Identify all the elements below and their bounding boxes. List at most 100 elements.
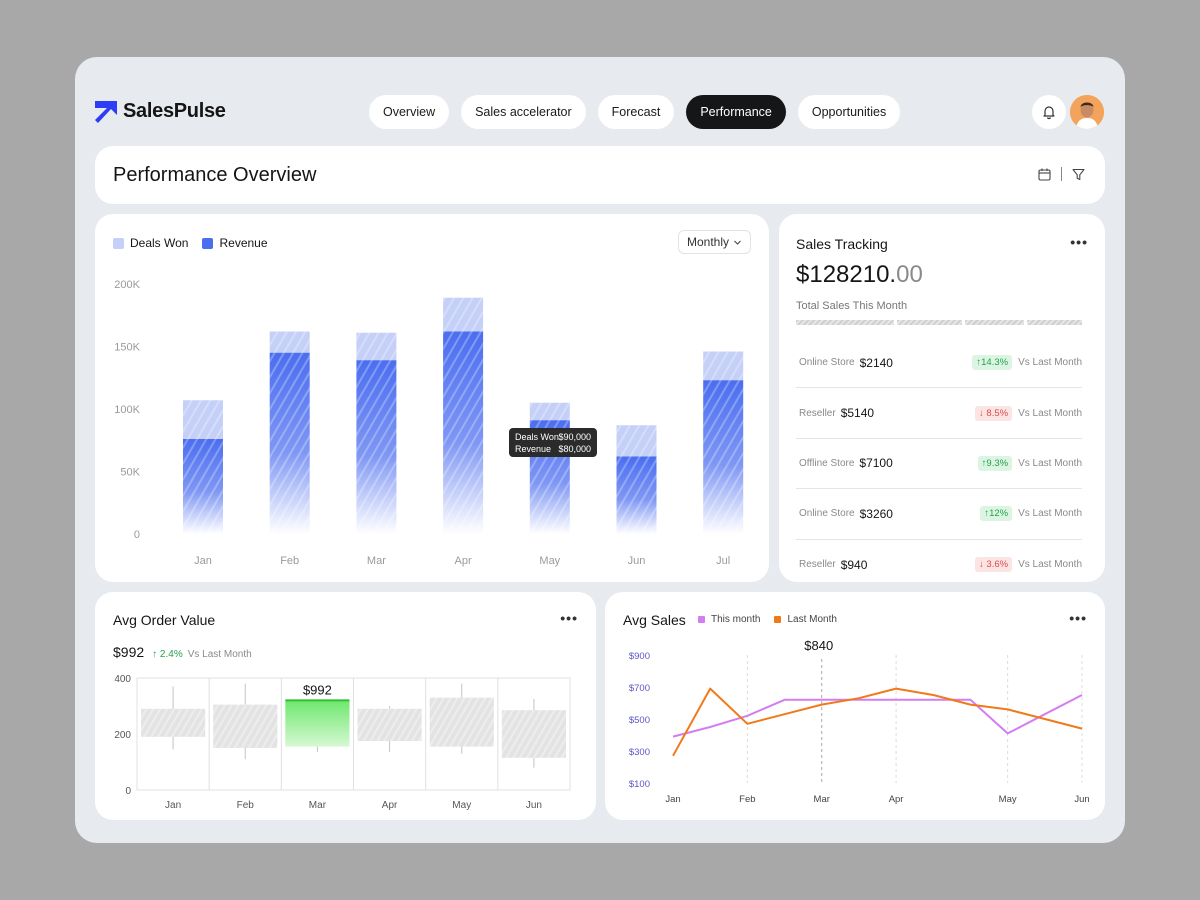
- bar-hatch: [616, 425, 657, 457]
- legend-this-month: This month: [698, 614, 760, 625]
- compare-label: Vs Last Month: [1018, 508, 1082, 520]
- x-tick-label: Jan: [665, 794, 680, 805]
- x-tick-label: Jun: [628, 555, 646, 567]
- y-tick-label: 200: [114, 730, 131, 741]
- compare-label: Vs Last Month: [1018, 357, 1082, 369]
- candle: [357, 708, 422, 741]
- chevron-down-icon: [734, 240, 741, 245]
- y-tick-label: $500: [629, 715, 650, 726]
- change-badge: ↑14.3%: [972, 355, 1013, 371]
- nav-opportunities[interactable]: Opportunities: [797, 95, 901, 129]
- more-options-icon[interactable]: •••: [1070, 234, 1088, 250]
- channel-name: Online Store: [799, 357, 855, 369]
- y-tick-label: 200K: [114, 279, 140, 291]
- list-item[interactable]: Offline Store $7100 ↑9.3% Vs Last Month: [796, 439, 1082, 490]
- avg-sales-card: Avg Sales This month Last Month ••• $100…: [605, 592, 1105, 820]
- chart-legend: Deals Won Revenue: [113, 236, 268, 250]
- legend-swatch-deals: [113, 237, 124, 249]
- list-item[interactable]: Online Store $2140 ↑14.3% Vs Last Month: [796, 338, 1082, 389]
- y-tick-label: 400: [114, 674, 131, 685]
- y-tick-label: $700: [629, 683, 650, 694]
- brand-logo[interactable]: SalesPulse: [95, 100, 226, 123]
- avg-order-summary: $992 ↑ 2.4% Vs Last Month: [113, 644, 252, 660]
- page-tools: [1038, 167, 1085, 181]
- sales-segment-bar: [796, 320, 1083, 325]
- tooltip-revenue-label: Revenue: [515, 444, 551, 454]
- avg-order-chart: 0 200 400 Jan Feb $992 Mar Apr May Jun: [114, 674, 571, 811]
- candle: [429, 697, 494, 747]
- segment: [897, 320, 963, 325]
- list-item[interactable]: Reseller $940 ↓ 3.6% Vs Last Month: [796, 540, 1082, 590]
- list-item[interactable]: Online Store $3260 ↑12% Vs Last Month: [796, 489, 1082, 540]
- avg-sales-chart: $100 $300 $500 $700 $900 $840 Jan Feb Mar Apr May J…: [629, 638, 1090, 805]
- brand-name: SalesPulse: [123, 100, 226, 122]
- segment: [796, 320, 895, 325]
- revenue-bar-chart: 0 50K 100K 150K 200K Jan Feb Mar Apr May Jun Jul Dea…: [114, 279, 744, 567]
- avg-order-value-card: Avg Order Value ••• $992 ↑ 2.4% Vs Last …: [95, 592, 596, 820]
- period-dropdown[interactable]: Monthly: [677, 230, 751, 254]
- x-tick-label: Jan: [165, 800, 181, 811]
- notification-button[interactable]: [1032, 95, 1066, 129]
- revenue-chart-card: Deals Won Revenue Monthly 0 50K 100K 150K 20…: [95, 214, 769, 582]
- change-badge: ↓ 8.5%: [975, 405, 1013, 421]
- x-tick-label: Jun: [526, 800, 542, 811]
- channel-name: Offline Store: [799, 457, 855, 469]
- channel-amount: $7100: [859, 456, 893, 471]
- segment: [965, 320, 1024, 325]
- legend-last-month: Last Month: [774, 614, 837, 625]
- x-tick-label: Apr: [455, 555, 472, 567]
- change-badge: ↑12%: [980, 506, 1013, 522]
- tooltip-bg: [509, 428, 597, 457]
- legend-label-revenue: Revenue: [219, 236, 268, 250]
- channel-amount: $3260: [859, 506, 893, 521]
- top-nav: Overview Sales accelerator Forecast Perf…: [369, 95, 901, 129]
- y-tick-label: 0: [134, 529, 140, 541]
- x-tick-label: May: [452, 800, 471, 811]
- compare-label: Vs Last Month: [1018, 559, 1082, 571]
- legend-label-this: This month: [711, 614, 761, 625]
- marker-label: $840: [804, 638, 833, 653]
- y-tick-label: 150K: [114, 342, 140, 354]
- x-tick-label: Jul: [716, 555, 730, 567]
- bar-hatch: [529, 402, 570, 421]
- legend-deals-won: Deals Won: [113, 236, 188, 250]
- channel-name: Reseller: [799, 407, 836, 419]
- y-tick-label: $900: [629, 651, 650, 662]
- series-line-last-month: [672, 687, 1083, 757]
- nav-overview[interactable]: Overview: [369, 95, 450, 129]
- y-tick-label: $100: [629, 779, 650, 790]
- x-tick-label: Jun: [1074, 794, 1089, 805]
- avg-sales-legend: This month Last Month: [698, 614, 837, 625]
- filter-icon[interactable]: [1072, 168, 1085, 181]
- compare-label: Vs Last Month: [1018, 457, 1082, 469]
- bar-hatch: [356, 360, 397, 534]
- more-options-icon[interactable]: •••: [560, 610, 578, 626]
- candle: [213, 704, 278, 748]
- total-sales-main: $128210.: [796, 261, 897, 288]
- x-tick-label: Feb: [237, 800, 255, 811]
- list-item[interactable]: Reseller $5140 ↓ 8.5% Vs Last Month: [796, 388, 1082, 439]
- candle: [501, 710, 566, 758]
- bar-hatch: [183, 400, 223, 439]
- x-tick-label: Apr: [889, 794, 904, 805]
- bar-hatch: [269, 331, 310, 353]
- x-tick-label: Feb: [280, 555, 299, 567]
- calendar-icon[interactable]: [1038, 168, 1051, 181]
- x-tick-label: Mar: [309, 800, 327, 811]
- legend-swatch-this: [698, 616, 705, 623]
- user-avatar[interactable]: [1070, 95, 1104, 129]
- nav-forecast[interactable]: Forecast: [597, 95, 675, 129]
- change-badge: ↓ 3.6%: [975, 557, 1013, 573]
- sales-tracking-title: Sales Tracking: [796, 236, 888, 252]
- app-window: SalesPulse Overview Sales accelerator Fo…: [75, 57, 1125, 843]
- avg-order-title: Avg Order Value: [113, 612, 216, 628]
- bar-hatch: [443, 297, 484, 332]
- tooltip-revenue-value: $80,000: [558, 444, 591, 454]
- series-line-this-month: [672, 694, 1083, 738]
- more-options-icon[interactable]: •••: [1069, 610, 1087, 626]
- nav-performance[interactable]: Performance: [686, 95, 786, 129]
- nav-sales-accelerator[interactable]: Sales accelerator: [461, 95, 586, 129]
- y-tick-label: 50K: [120, 467, 140, 479]
- channel-name: Online Store: [799, 508, 855, 520]
- x-tick-label: Apr: [382, 800, 398, 811]
